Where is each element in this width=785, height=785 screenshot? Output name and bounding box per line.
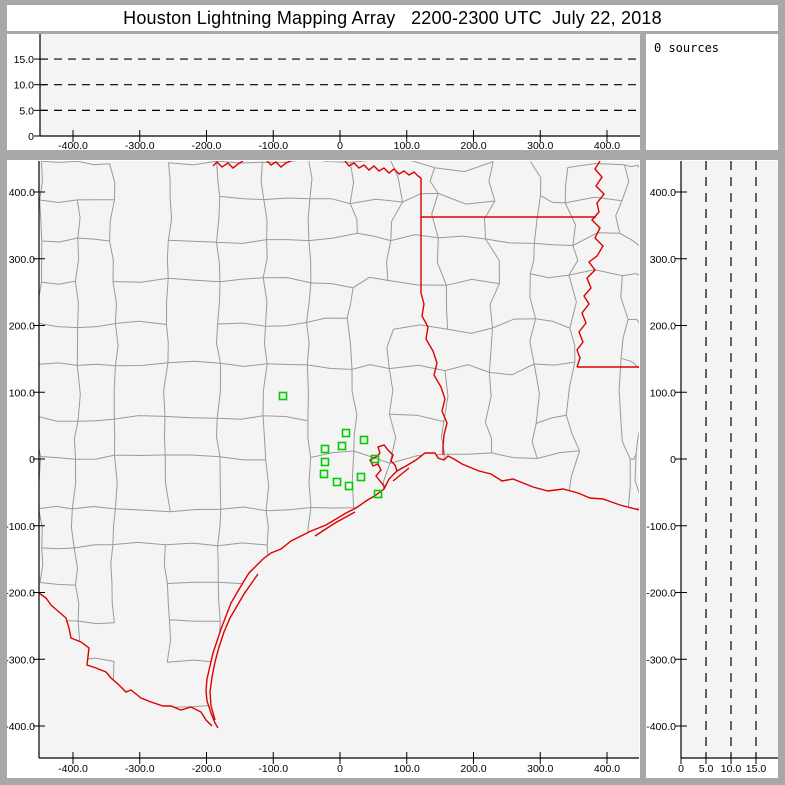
altitude-tick-label: 0 xyxy=(28,131,34,143)
north-south-tick-label: -200.0 xyxy=(646,588,676,600)
altitude-tick-label: 15.0 xyxy=(746,763,767,775)
gulf-coastline xyxy=(205,452,639,729)
north-south-tick-label: 100.0 xyxy=(9,387,35,399)
red-river-border xyxy=(266,161,292,168)
east-west-tick-label: -300.0 xyxy=(125,140,155,150)
altitude-ew-plot[interactable]: 0 5.0 10.0 15.0 -400.0 -300.0 -200.0 -100.0 0 100… xyxy=(7,34,640,150)
station-marker xyxy=(359,435,369,445)
sources-count-box: 0 sources xyxy=(646,34,778,150)
north-south-tick-label: 200.0 xyxy=(650,321,676,333)
altitude-tick-label: 10.0 xyxy=(14,80,35,92)
station-marker xyxy=(278,391,288,401)
station-marker xyxy=(370,454,380,464)
altitude-ns-plot[interactable]: 400.0 300.0 200.0 100.0 0 -100.0 -200.0 -300.0 -… xyxy=(646,160,778,778)
north-south-tick-label: 300.0 xyxy=(650,254,676,266)
east-west-tick-label: -400.0 xyxy=(58,140,88,150)
title-bar: Houston Lightning Mapping Array 2200-230… xyxy=(7,5,778,31)
altitude-tick-label: 15.0 xyxy=(14,54,35,66)
east-west-tick-label: -300.0 xyxy=(125,763,155,775)
station-marker xyxy=(332,477,342,487)
plot-area[interactable] xyxy=(39,161,639,758)
red-river-border xyxy=(344,161,422,179)
north-south-tick-label: -300.0 xyxy=(7,654,35,666)
galveston-island xyxy=(392,467,410,482)
east-west-tick-label: 400.0 xyxy=(594,763,620,775)
station-marker xyxy=(344,481,354,491)
padre-island-lagoon xyxy=(209,573,259,721)
altitude-tick-label: 5.0 xyxy=(699,763,714,775)
north-south-tick-label: 100.0 xyxy=(650,387,676,399)
plot-area[interactable] xyxy=(681,161,778,758)
east-west-tick-label: 200.0 xyxy=(460,763,486,775)
matagorda-barrier-island xyxy=(314,511,356,537)
station-marker xyxy=(373,489,383,499)
sabine-river-border xyxy=(420,292,448,455)
altitude-ns-panel: 400.0 300.0 200.0 100.0 0 -100.0 -200.0 -300.0 -… xyxy=(646,160,778,778)
east-west-tick-label: 300.0 xyxy=(527,140,553,150)
north-south-tick-label: -100.0 xyxy=(7,521,35,533)
rio-grande-border xyxy=(39,592,213,727)
north-south-tick-label: -100.0 xyxy=(646,521,676,533)
sources-count-label: 0 sources xyxy=(654,41,720,55)
east-west-tick-label: 400.0 xyxy=(594,140,620,150)
state-borders xyxy=(39,161,639,729)
east-west-tick-label: 200.0 xyxy=(460,140,486,150)
altitude-ew-panel: 0 5.0 10.0 15.0 -400.0 -300.0 -200.0 -100.0 0 100… xyxy=(7,34,640,150)
north-south-tick-label: -300.0 xyxy=(646,654,676,666)
station-marker xyxy=(337,441,347,451)
red-river-border xyxy=(212,161,244,169)
station-marker xyxy=(319,469,329,479)
north-south-tick-label: -400.0 xyxy=(646,721,676,733)
east-west-tick-label: -200.0 xyxy=(192,140,222,150)
galveston-bay xyxy=(369,444,398,489)
east-west-tick-label: 100.0 xyxy=(394,140,420,150)
east-west-tick-label: -100.0 xyxy=(258,140,288,150)
north-south-tick-label: 200.0 xyxy=(9,321,35,333)
mississippi-river-border xyxy=(576,161,605,368)
east-west-tick-label: -100.0 xyxy=(258,763,288,775)
altitude-tick-label: 5.0 xyxy=(19,105,34,117)
north-south-tick-label: -200.0 xyxy=(7,588,35,600)
east-west-tick-label: -200.0 xyxy=(192,763,222,775)
north-south-tick-label: 400.0 xyxy=(650,187,676,199)
north-south-tick-label: 400.0 xyxy=(9,187,35,199)
window-title: Houston Lightning Mapping Array 2200-230… xyxy=(123,7,662,28)
station-marker xyxy=(356,472,366,482)
north-south-tick-label: -400.0 xyxy=(7,721,35,733)
north-south-tick-label: 0 xyxy=(29,454,35,466)
east-west-tick-label: 300.0 xyxy=(527,763,553,775)
station-marker xyxy=(341,428,351,438)
north-south-tick-label: 0 xyxy=(670,454,676,466)
lma-stations xyxy=(278,391,383,499)
east-west-tick-label: -400.0 xyxy=(58,763,88,775)
east-west-tick-label: 100.0 xyxy=(394,763,420,775)
station-marker xyxy=(320,444,330,454)
altitude-tick-label: 0 xyxy=(678,763,684,775)
east-west-tick-label: 0 xyxy=(337,763,343,775)
east-west-tick-label: 0 xyxy=(337,140,343,150)
altitude-tick-label: 10.0 xyxy=(721,763,742,775)
station-marker xyxy=(320,457,330,467)
north-south-tick-label: 300.0 xyxy=(9,254,35,266)
plan-view-panel: 400.0 300.0 200.0 100.0 0 -100.0 -200.0 -300.0 -… xyxy=(7,160,640,778)
plan-view-plot[interactable]: 400.0 300.0 200.0 100.0 0 -100.0 -200.0 -300.0 -… xyxy=(7,160,640,778)
